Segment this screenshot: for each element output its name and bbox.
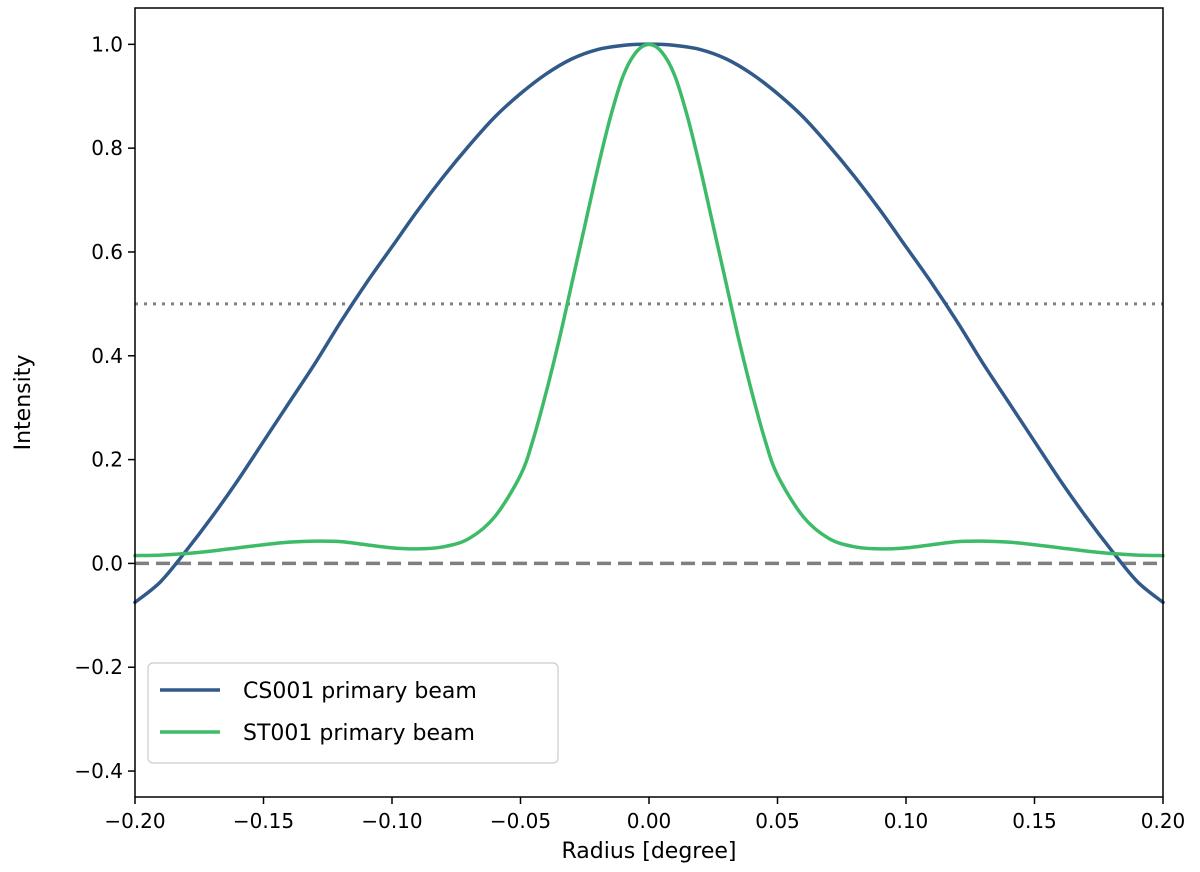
y-tick-label: 0.4 (91, 344, 123, 368)
x-tick-label: −0.15 (233, 809, 294, 833)
y-tick-label: 1.0 (91, 32, 123, 56)
y-tick-label: 0.8 (91, 136, 123, 160)
x-tick-label: 0.05 (755, 809, 800, 833)
y-tick-label: 0.2 (91, 448, 123, 472)
series-line-st001 (133, 42, 1165, 558)
y-axis-ticks: −0.4 −0.2 0.0 0.2 0.4 0.6 0.8 1.0 (74, 32, 135, 783)
x-tick-label: 0.10 (884, 809, 929, 833)
series-line-cs001 (133, 42, 1165, 605)
legend-label-cs001: CS001 primary beam (243, 679, 477, 704)
legend: CS001 primary beam ST001 primary beam (147, 662, 559, 764)
x-tick-label: −0.05 (490, 809, 551, 833)
legend-box (147, 662, 559, 764)
x-axis-ticks: −0.20 −0.15 −0.10 −0.05 0.00 0.05 0.10 0.15 0.20 (104, 797, 1185, 833)
x-tick-label: 0.20 (1141, 809, 1186, 833)
x-tick-label: −0.20 (104, 809, 165, 833)
reference-lines (135, 302, 1163, 566)
x-tick-label: −0.10 (361, 809, 422, 833)
series-lines (133, 42, 1165, 605)
x-tick-label: 0.15 (1012, 809, 1057, 833)
y-axis-label: Intensity (11, 355, 36, 451)
y-tick-label: 0.6 (91, 240, 123, 264)
y-tick-label: 0.0 (91, 551, 123, 575)
legend-label-st001: ST001 primary beam (243, 721, 475, 746)
x-axis-label: Radius [degree] (561, 839, 736, 864)
y-tick-label: −0.2 (74, 655, 123, 679)
y-tick-label: −0.4 (74, 759, 123, 783)
x-tick-label: 0.00 (627, 809, 672, 833)
